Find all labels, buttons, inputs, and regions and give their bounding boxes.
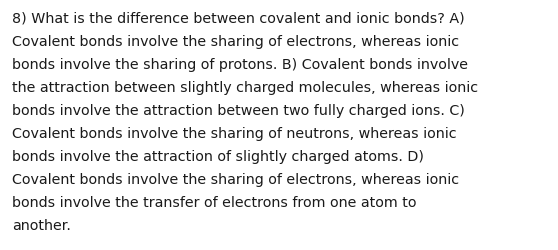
Text: Covalent bonds involve the sharing of electrons, whereas ionic: Covalent bonds involve the sharing of el…: [12, 35, 459, 49]
Text: the attraction between slightly charged molecules, whereas ionic: the attraction between slightly charged …: [12, 81, 478, 94]
Text: bonds involve the attraction of slightly charged atoms. D): bonds involve the attraction of slightly…: [12, 150, 424, 163]
Text: Covalent bonds involve the sharing of neutrons, whereas ionic: Covalent bonds involve the sharing of ne…: [12, 126, 456, 140]
Text: bonds involve the sharing of protons. B) Covalent bonds involve: bonds involve the sharing of protons. B)…: [12, 58, 468, 72]
Text: another.: another.: [12, 218, 71, 232]
Text: bonds involve the attraction between two fully charged ions. C): bonds involve the attraction between two…: [12, 104, 465, 118]
Text: bonds involve the transfer of electrons from one atom to: bonds involve the transfer of electrons …: [12, 195, 416, 209]
Text: Covalent bonds involve the sharing of electrons, whereas ionic: Covalent bonds involve the sharing of el…: [12, 172, 459, 186]
Text: 8) What is the difference between covalent and ionic bonds? A): 8) What is the difference between covale…: [12, 12, 465, 26]
